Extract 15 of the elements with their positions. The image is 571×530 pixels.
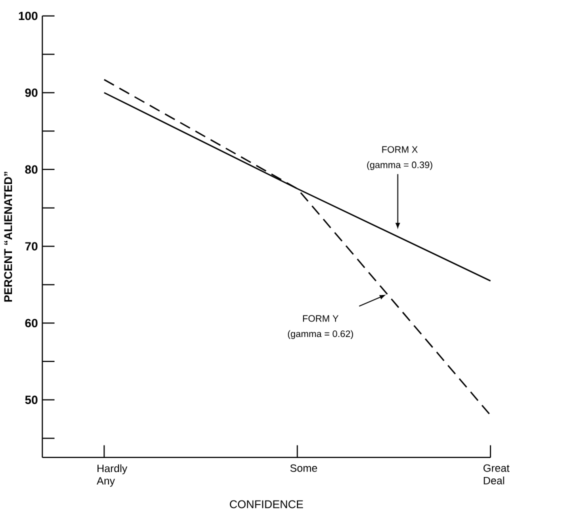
y-tick-label: 50 bbox=[25, 396, 38, 404]
y-tick-label: 80 bbox=[25, 166, 38, 174]
x-tick-label: Great Deal bbox=[484, 464, 510, 485]
y-tick-label: 60 bbox=[25, 319, 38, 328]
y-axis-title: PERCENT “ALIENATED” bbox=[4, 172, 12, 302]
y-tick-label: 90 bbox=[25, 88, 38, 98]
x-tick-label: Some bbox=[290, 464, 318, 472]
annotation: (gamma = 0.39) bbox=[367, 162, 432, 170]
x-tick-label: Hardly Any bbox=[96, 464, 128, 487]
y-tick-label: 70 bbox=[25, 242, 38, 251]
y-tick-label: 100 bbox=[18, 12, 38, 20]
annotation: (gamma = 0.62) bbox=[288, 330, 354, 340]
x-axis-title: CONFIDENCE bbox=[230, 500, 304, 508]
annotation: FORM Y bbox=[303, 315, 338, 322]
annotation: FORM X bbox=[382, 146, 418, 154]
